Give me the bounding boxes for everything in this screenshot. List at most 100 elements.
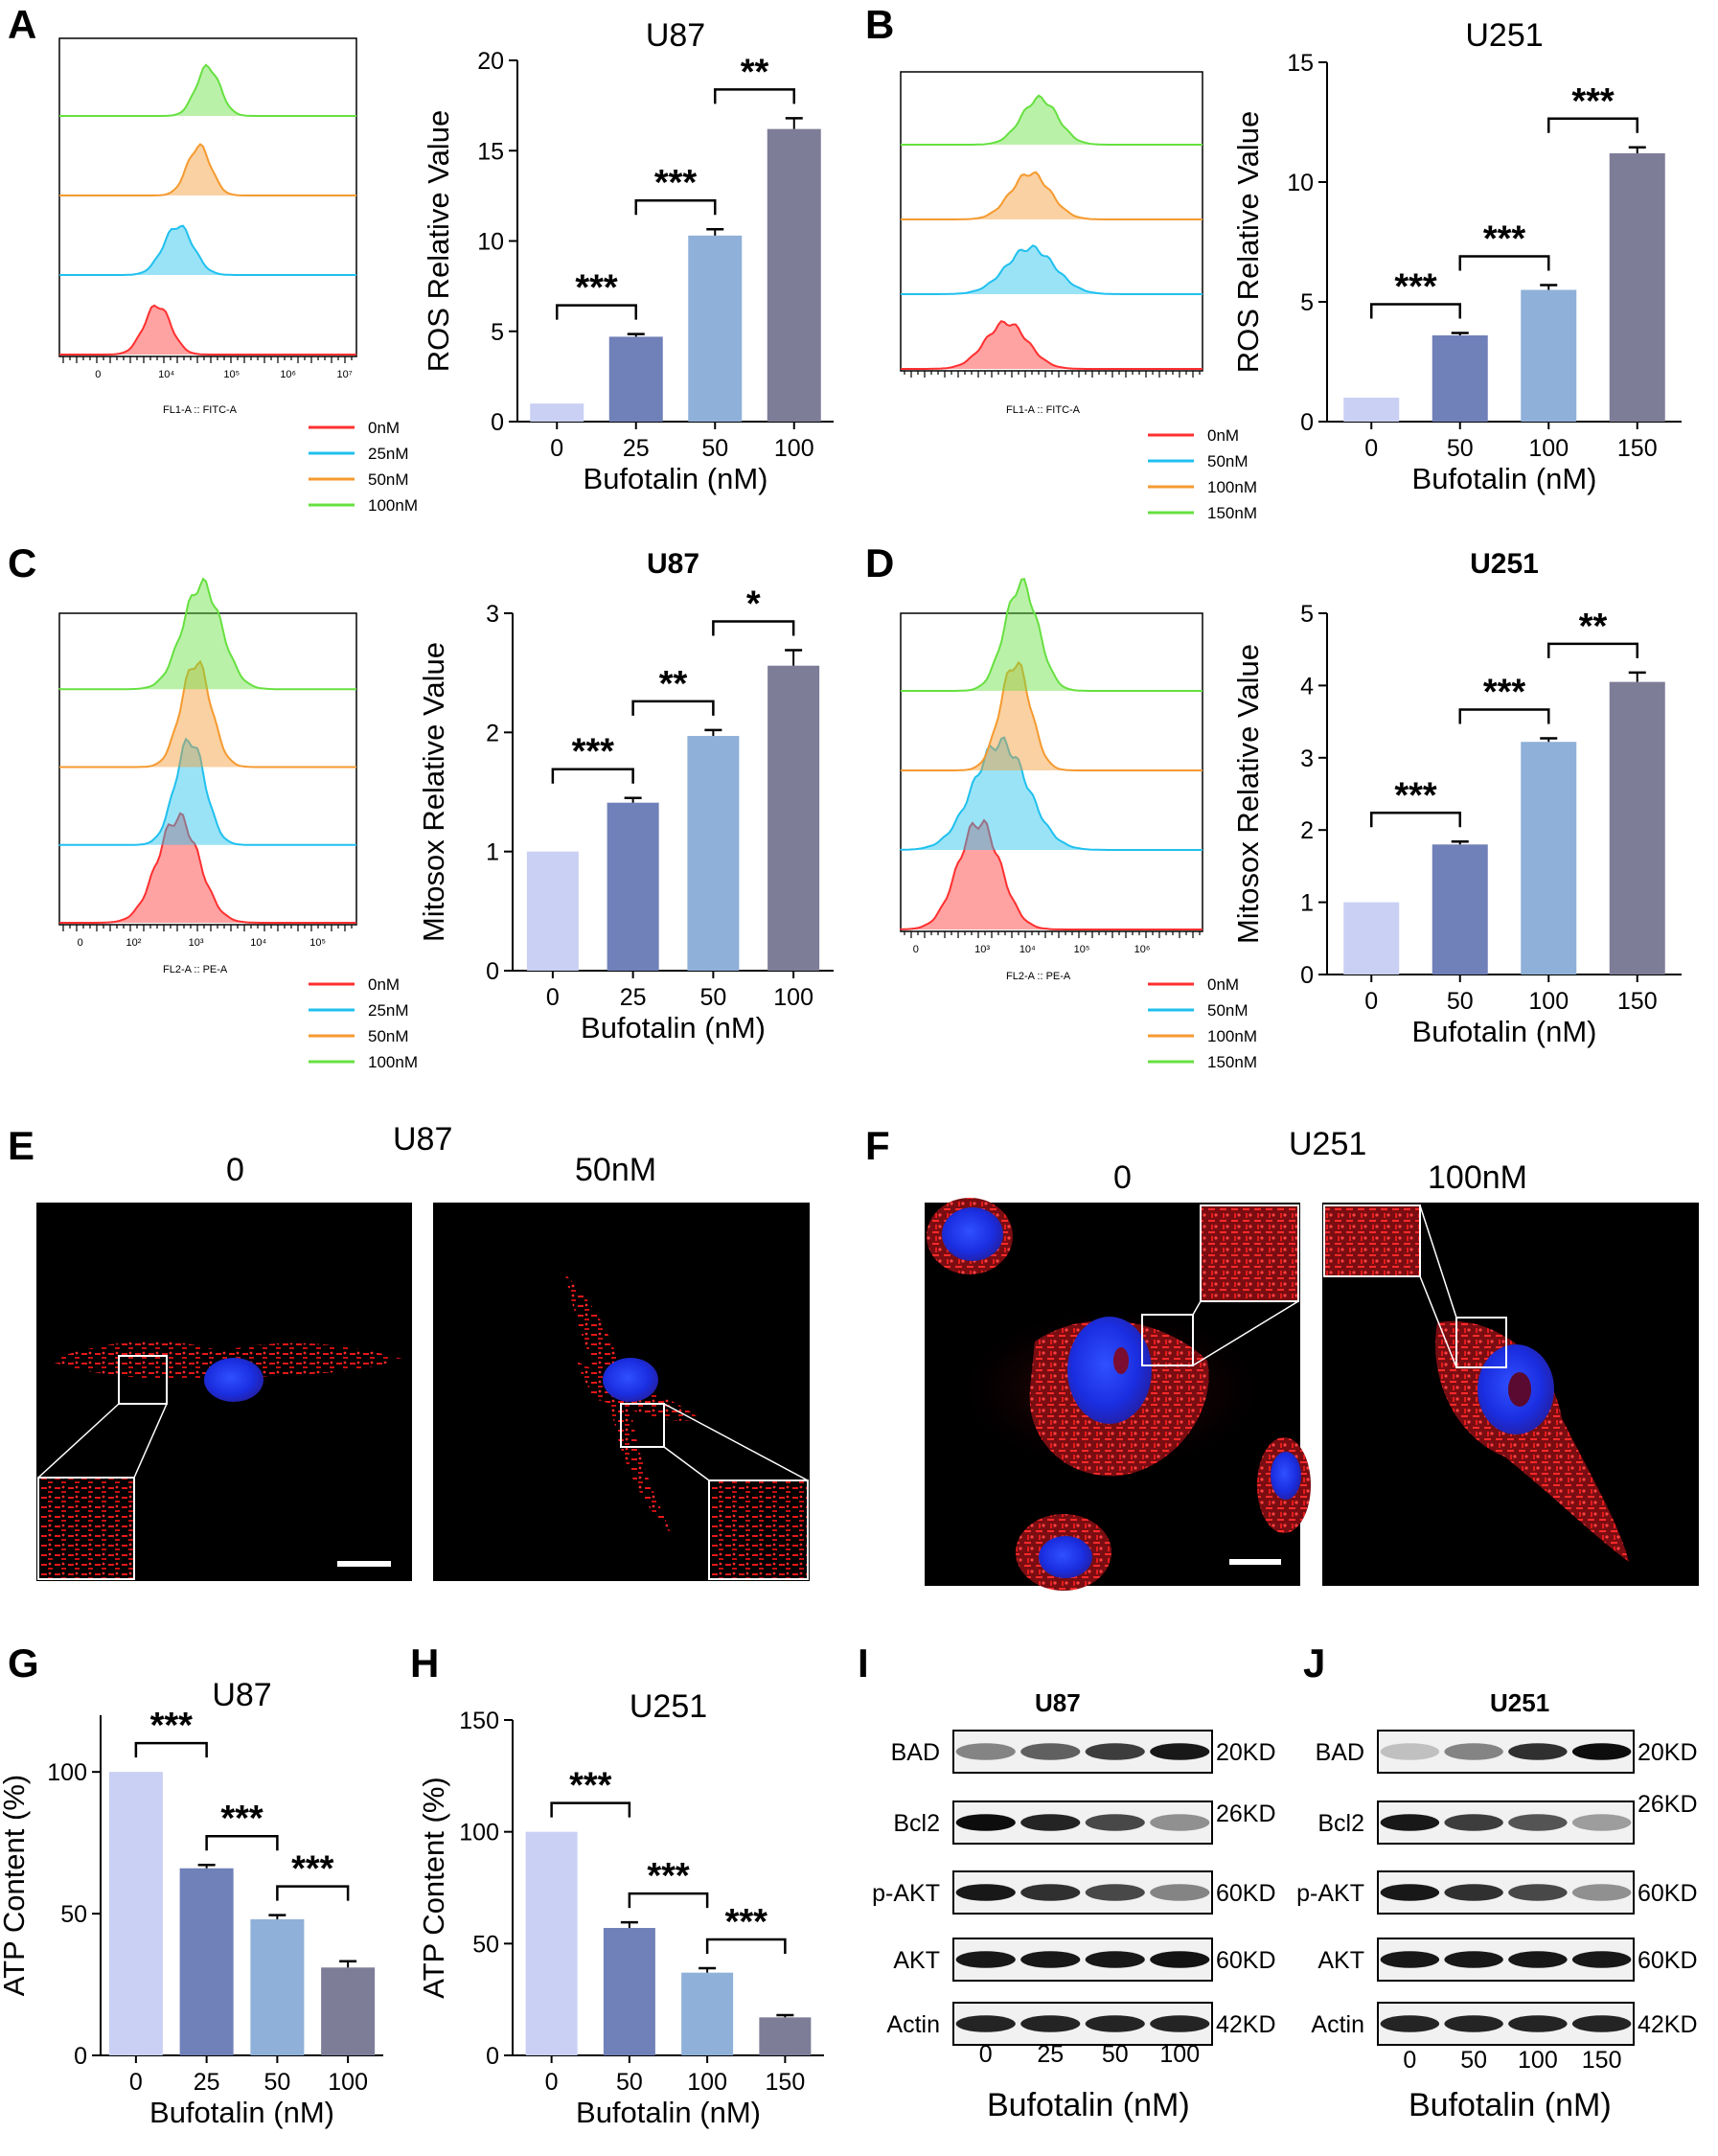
histogram-trace	[901, 660, 1203, 771]
legend-label: 50nM	[368, 470, 409, 489]
blot-band	[1085, 1951, 1145, 1968]
blot-band	[1508, 1951, 1568, 1968]
blot-band	[1508, 2015, 1568, 2032]
blot-band	[1020, 1951, 1081, 1968]
protein-label: p-AKT	[872, 1880, 940, 1907]
micro-f-cond-left: 0	[1113, 1159, 1132, 1196]
legend-label: 0nM	[368, 419, 400, 437]
blot-band	[1380, 1884, 1440, 1901]
histogram-fill	[59, 813, 356, 923]
significance-label: **	[1579, 607, 1608, 647]
significance-bracket	[712, 620, 795, 636]
histogram-trace	[59, 63, 356, 117]
blot-band	[955, 1884, 1016, 1901]
bar	[321, 1967, 376, 2055]
y-tick-label: 0	[491, 409, 504, 436]
significance-bracket	[634, 198, 717, 216]
blot-band	[1508, 1814, 1568, 1831]
histogram-trace	[900, 736, 1203, 851]
significance-label: ***	[1394, 267, 1437, 308]
axis-tick-label: 0	[913, 944, 919, 955]
x-tick-label: 25	[620, 984, 647, 1011]
legend-label: 25nM	[368, 1001, 409, 1020]
significance-label: **	[741, 52, 769, 92]
flow-axis-label-d: FL2-A :: PE-A	[1006, 971, 1071, 982]
x-tick-label: 150	[1617, 435, 1658, 462]
x-tick-label: 50	[1447, 435, 1474, 462]
blot-band	[1085, 1884, 1145, 1901]
panel-label-h: H	[410, 1640, 439, 1686]
protein-label: BAD	[891, 1739, 940, 1766]
flow-axis-label-a: FL1-A :: FITC-A	[163, 404, 238, 416]
legend-label: 150nM	[1207, 504, 1257, 522]
axis-tick-label: 10²	[126, 937, 142, 949]
y-tick-label: 2	[1300, 817, 1314, 844]
chart-title: U87	[647, 548, 699, 580]
x-tick-label: 150	[766, 2069, 806, 2096]
y-tick-label: 0	[1300, 409, 1314, 436]
panel-label-f: F	[865, 1123, 890, 1168]
significance-label: ***	[291, 1849, 334, 1890]
legend-label: 0nM	[1207, 426, 1239, 445]
protein-label: Bcl2	[893, 1810, 940, 1837]
scale-bar-e	[337, 1561, 391, 1567]
panel-label-a: A	[8, 2, 36, 47]
significance-bracket	[205, 1834, 279, 1851]
bar-chart-b: U251 0 5 10 15 ROS Relative Value 0 50 100 150 Buf…	[1231, 17, 1682, 495]
y-tick-label: 50	[472, 1931, 499, 1958]
y-axis-label: ATP Content (%)	[0, 1775, 31, 1996]
histogram-trace	[900, 818, 1203, 930]
western-blot-j: BAD 20KD Bcl2 26KD p-AKT 60KD AKT 60KD Actin 42KD…	[1296, 1730, 1698, 2074]
y-tick-label: 4	[1300, 673, 1314, 700]
axis-tick-label: 10⁴	[1019, 944, 1036, 955]
x-axis-label: Bufotalin (nM)	[149, 2096, 334, 2129]
significance-label: **	[659, 664, 688, 704]
molecular-weight-label: 20KD	[1216, 1739, 1276, 1766]
flow-histogram-d: 0 10³ 10⁴ 10⁵ 10⁶	[900, 578, 1203, 955]
histogram-fill	[59, 144, 356, 195]
significance-bracket	[1547, 117, 1638, 133]
bar	[1432, 844, 1488, 975]
micro-e-cell-title: U87	[393, 1121, 452, 1158]
y-tick-label: 10	[477, 229, 504, 256]
significance-label: ***	[150, 1706, 194, 1746]
histogram-fill	[901, 321, 1203, 369]
lane-label: 50	[1460, 2047, 1487, 2074]
blot-band	[1020, 2015, 1081, 2032]
y-tick-label: 1	[486, 839, 499, 866]
bar	[530, 403, 584, 422]
x-tick-label: 25	[623, 435, 650, 462]
chart-title: U251	[1465, 17, 1543, 54]
blot-band	[1571, 1884, 1632, 1901]
bar	[759, 2017, 812, 2055]
molecular-weight-label: 60KD	[1216, 1947, 1276, 1974]
significance-bracket	[1370, 812, 1461, 828]
molecular-weight-label: 26KD	[1216, 1800, 1276, 1827]
x-tick-label: 50	[616, 2069, 643, 2096]
histogram-fill	[901, 95, 1203, 145]
significance-bracket	[550, 1801, 631, 1818]
x-tick-label: 100	[328, 2069, 368, 2096]
legend-label: 100nM	[368, 1053, 418, 1071]
axis-tick-label: 10⁶	[1134, 944, 1151, 955]
micrograph-e-control	[36, 1203, 412, 1581]
significance-bracket	[134, 1741, 208, 1758]
micro-e-cond-right: 50nM	[575, 1152, 656, 1188]
histogram-fill	[59, 64, 356, 116]
legend-label: 50nM	[1207, 1001, 1248, 1020]
significance-bracket	[1458, 255, 1550, 271]
bar	[1343, 398, 1400, 422]
histogram-trace	[901, 578, 1203, 692]
significance-label: ***	[575, 268, 618, 309]
y-axis-label: Mitosox Relative Value	[1231, 644, 1265, 944]
y-tick-label: 0	[74, 2043, 87, 2070]
x-tick-label: 100	[773, 984, 813, 1011]
blot-band	[1150, 1951, 1210, 1968]
y-tick-label: 100	[459, 1820, 499, 1846]
bar	[603, 1928, 655, 2055]
significance-label: ***	[1571, 81, 1615, 122]
chart-title: U87	[212, 1677, 271, 1713]
blot-band	[1020, 1884, 1081, 1901]
protein-label: BAD	[1316, 1739, 1364, 1766]
significance-bracket	[1547, 642, 1638, 658]
